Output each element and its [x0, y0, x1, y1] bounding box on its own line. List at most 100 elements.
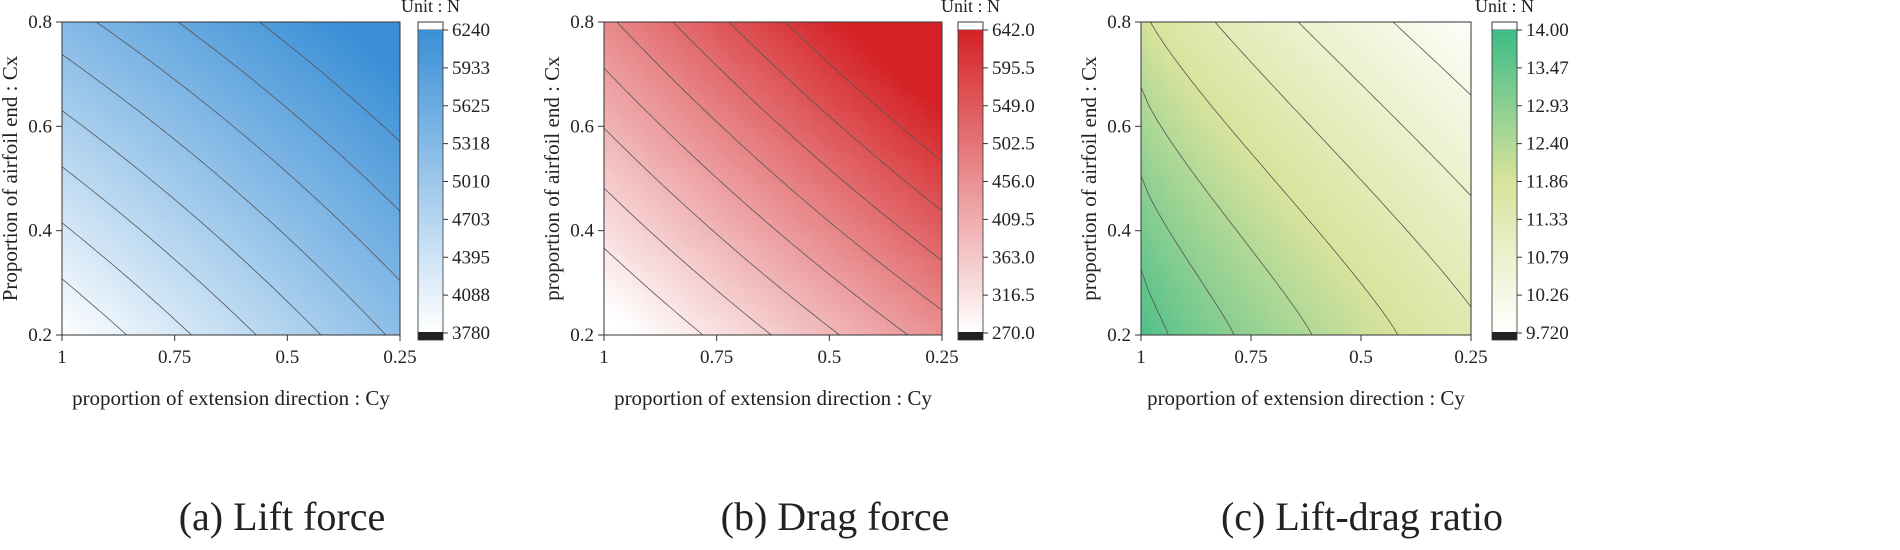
heatmap-cell	[377, 251, 384, 258]
heatmap-cell	[169, 126, 176, 133]
heatmap-cell	[609, 121, 616, 127]
heatmap-cell	[309, 183, 317, 190]
heatmap-cell	[276, 48, 283, 54]
heatmap-cell	[236, 63, 243, 70]
heatmap-cell	[169, 267, 176, 273]
heatmap-cell	[270, 261, 277, 268]
heatmap-cell	[677, 183, 684, 190]
heatmap-cell	[711, 277, 718, 284]
heatmap-cell	[259, 298, 266, 305]
heatmap-cell	[208, 110, 215, 117]
heatmap-cell	[185, 303, 193, 310]
heatmap-cell	[264, 188, 272, 195]
heatmap-cell	[309, 303, 317, 310]
heatmap-cell	[276, 22, 283, 28]
heatmap-cell	[722, 22, 729, 28]
heatmap-cell	[711, 131, 718, 138]
heatmap-cell	[101, 329, 108, 335]
heatmap-cell	[78, 308, 86, 315]
heatmap-cell	[202, 241, 210, 247]
heatmap-cell	[383, 58, 390, 65]
heatmap-cell	[665, 230, 673, 237]
heatmap-cell	[688, 110, 695, 117]
heatmap-cell	[366, 37, 373, 44]
heatmap-cell	[366, 79, 373, 86]
heatmap-cell	[180, 251, 187, 258]
heatmap-cell	[90, 157, 97, 164]
heatmap-cell	[197, 293, 204, 300]
heatmap-cell	[309, 48, 317, 54]
heatmap-cell	[637, 178, 645, 185]
colorbar-step	[418, 208, 443, 213]
heatmap-cell	[163, 241, 170, 247]
heatmap-cell	[174, 32, 181, 39]
heatmap-cell	[349, 105, 356, 112]
heatmap-cell	[349, 53, 356, 60]
heatmap-cell	[343, 48, 350, 54]
heatmap-cell	[191, 84, 198, 91]
heatmap-cell	[321, 110, 328, 117]
heatmap-cell	[377, 53, 384, 60]
heatmap-cell	[377, 293, 384, 300]
heatmap-cell	[682, 58, 690, 65]
heatmap-cell	[90, 147, 97, 154]
heatmap-cell	[654, 95, 661, 101]
heatmap-cell	[169, 225, 176, 232]
heatmap-cell	[388, 215, 395, 221]
heatmap-cell	[169, 42, 176, 49]
heatmap-cell	[214, 251, 221, 258]
heatmap-cell	[360, 225, 367, 232]
heatmap-cell	[604, 272, 611, 279]
heatmap-cell	[665, 282, 673, 289]
heatmap-cell	[253, 277, 260, 284]
heatmap-cell	[643, 162, 650, 169]
heatmap-cell	[338, 105, 345, 112]
heatmap-cell	[197, 100, 204, 107]
heatmap-cell	[694, 277, 701, 284]
heatmap-cell	[643, 126, 650, 133]
heatmap-cell	[649, 53, 656, 60]
heatmap-cell	[677, 22, 684, 28]
heatmap-cell	[140, 225, 148, 232]
heatmap-cell	[309, 63, 317, 70]
heatmap-cell	[123, 215, 131, 221]
heatmap-cell	[112, 204, 119, 211]
heatmap-cell	[163, 324, 170, 331]
heatmap-cell	[371, 110, 379, 117]
heatmap-cell	[214, 95, 221, 101]
heatmap-cell	[665, 152, 673, 159]
heatmap-cell	[112, 293, 119, 300]
heatmap-cell	[287, 100, 294, 107]
heatmap-cell	[665, 241, 673, 247]
heatmap-cell	[383, 105, 390, 112]
heatmap-cell	[101, 209, 108, 216]
heatmap-cell	[349, 74, 356, 80]
heatmap-cell	[688, 84, 695, 91]
heatmap-cell	[321, 89, 328, 96]
heatmap-cell	[649, 22, 656, 28]
heatmap-cell	[620, 277, 628, 284]
heatmap-cell	[326, 293, 333, 300]
heatmap-cell	[304, 199, 311, 206]
contour-line	[62, 54, 387, 335]
heatmap-cell	[338, 95, 345, 101]
heatmap-cell	[665, 48, 673, 54]
heatmap-cell	[140, 48, 148, 54]
heatmap-cell	[388, 162, 395, 169]
heatmap-cell	[118, 235, 125, 242]
heatmap-cell	[654, 37, 661, 44]
heatmap-cell	[343, 147, 350, 154]
heatmap-cell	[219, 230, 226, 237]
heatmap-cell	[654, 168, 661, 174]
heatmap-cell	[637, 131, 645, 138]
heatmap-cell	[604, 178, 611, 185]
heatmap-cell	[169, 162, 176, 169]
heatmap-cell	[180, 115, 187, 122]
heatmap-cell	[185, 131, 193, 138]
heatmap-cell	[643, 152, 650, 159]
heatmap-cell	[73, 303, 80, 310]
heatmap-cell	[604, 84, 611, 91]
heatmap-cell	[236, 152, 243, 159]
heatmap-cell	[388, 95, 395, 101]
